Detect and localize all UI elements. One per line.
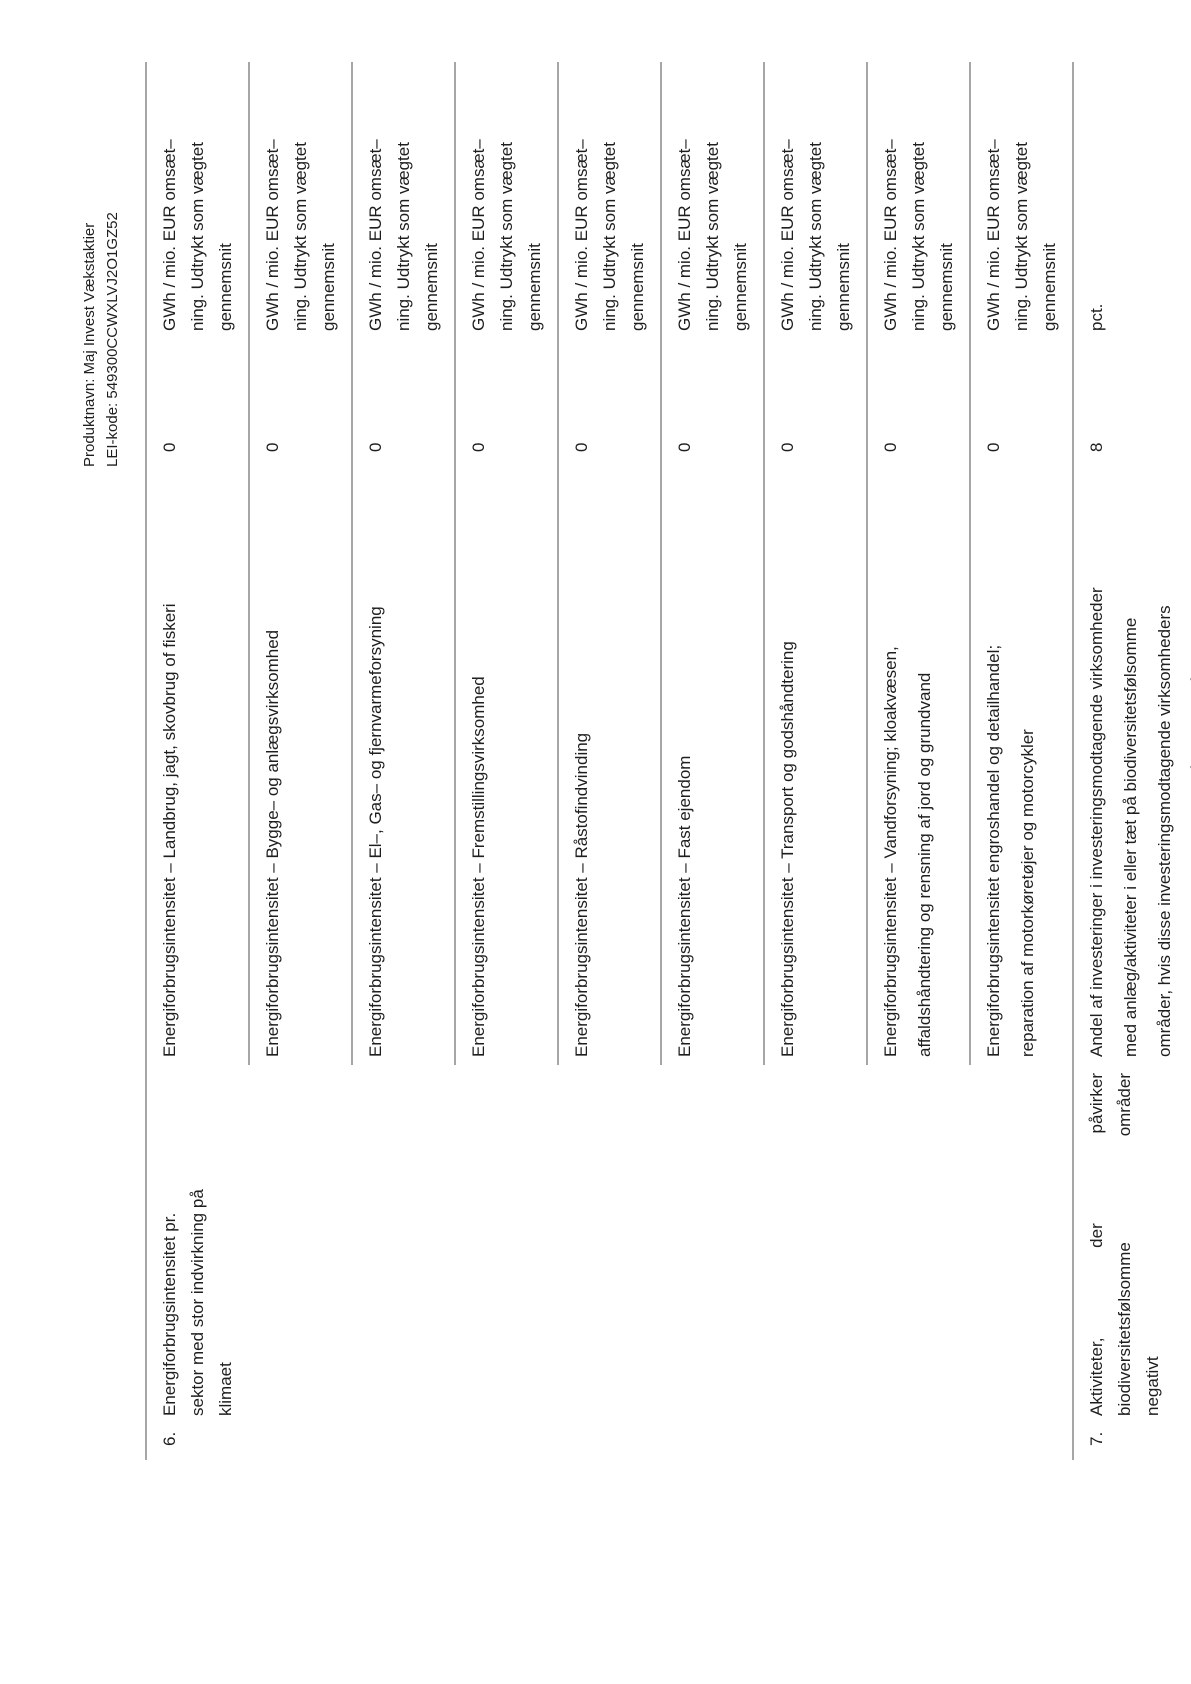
- text-line: affaldshåndtering og rensning af jord og…: [915, 672, 934, 1057]
- text-line: gennemsnit: [422, 243, 441, 331]
- metric-value: 0: [352, 339, 455, 460]
- text-line: ning. Udtrykt som vægtet: [1012, 142, 1031, 331]
- metric-unit: GWh / mio. EUR omsæt– ning. Udtrykt som v…: [455, 62, 558, 339]
- text-line: med anlæg/aktiviteter i eller tæt på bio…: [1121, 617, 1140, 1057]
- metric-description: Energiforbrugsintensitet – Fremstillings…: [455, 460, 558, 1065]
- text-line: Energiforbrugsintensitet engroshandel og…: [984, 644, 1003, 1057]
- text-line: GWh / mio. EUR omsæt–: [881, 139, 900, 331]
- text-line: GWh / mio. EUR omsæt–: [160, 139, 179, 331]
- text-line: gennemsnit: [628, 243, 647, 331]
- metric-unit: GWh / mio. EUR omsæt– ning. Udtrykt som v…: [249, 62, 352, 339]
- text-line: områder, hvis disse investeringsmodtagen…: [1155, 605, 1174, 1057]
- text-line: Energiforbrugsintensitet – Bygge– og anl…: [263, 629, 282, 1057]
- text-line: ning. Udtrykt som vægtet: [600, 142, 619, 331]
- text-line: reparation af motorkøretøjer og motorcyk…: [1018, 729, 1037, 1057]
- metric-value: 0: [558, 339, 661, 460]
- text-line: Energiforbrugsintensitet – Fremstillings…: [469, 676, 488, 1057]
- text-line: GWh / mio. EUR omsæt–: [263, 139, 282, 331]
- text-line: ning. Udtrykt som vægtet: [394, 142, 413, 331]
- text-line: Energiforbrugsintensitet pr.: [160, 1212, 179, 1416]
- metric-description: Energiforbrugsintensitet – Bygge– og anl…: [249, 460, 352, 1065]
- metric-value: 0: [249, 339, 352, 460]
- text-line: gennemsnit: [937, 243, 956, 331]
- metric-description: Andel af investeringer i investeringsmod…: [1073, 460, 1191, 1065]
- text-line: GWh / mio. EUR omsæt–: [366, 139, 385, 331]
- text-line: GWh / mio. EUR omsæt–: [778, 139, 797, 331]
- metric-value: 0: [146, 339, 249, 460]
- metric-description: Energiforbrugsintensitet – Landbrug, jag…: [146, 460, 249, 1065]
- text-line: Energiforbrugsintensitet – Fast ejendom: [675, 755, 694, 1057]
- metric-unit: GWh / mio. EUR omsæt– ning. Udtrykt som v…: [558, 62, 661, 339]
- metric-description: Energiforbrugsintensitet – Fast ejendom: [661, 460, 764, 1065]
- text-line: Energiforbrugsintensitet – El–, Gas– og …: [366, 606, 385, 1057]
- metric-unit: GWh / mio. EUR omsæt– ning. Udtrykt som v…: [146, 62, 249, 339]
- metric-value: 0: [661, 339, 764, 460]
- metric-value: 0: [455, 339, 558, 460]
- metric-value: 0: [764, 339, 867, 460]
- text-line: ning. Udtrykt som vægtet: [909, 142, 928, 331]
- text-line: gennemsnit: [1040, 243, 1059, 331]
- text-line: GWh / mio. EUR omsæt–: [469, 139, 488, 331]
- text-line: Energiforbrugsintensitet – Landbrug, jag…: [160, 603, 179, 1057]
- text-line: pct.: [1087, 303, 1106, 331]
- metric-value: 0: [970, 339, 1073, 460]
- text-line: gennemsnit: [525, 243, 544, 331]
- text-line: ning. Udtrykt som vægtet: [497, 142, 516, 331]
- text-line: gennemsnit: [834, 243, 853, 331]
- metric-unit: GWh / mio. EUR omsæt– ning. Udtrykt som v…: [661, 62, 764, 339]
- metric-description: Energiforbrugsintensitet – Transport og …: [764, 460, 867, 1065]
- metric-unit: pct.: [1073, 62, 1191, 339]
- text-line: ning. Udtrykt som vægtet: [291, 142, 310, 331]
- text-line: GWh / mio. EUR omsæt–: [572, 139, 591, 331]
- text-line: gennemsnit: [319, 243, 338, 331]
- product-name: Produktnavn: Maj Invest Vækstaktier: [81, 222, 98, 467]
- indicator-name: Energiforbrugsintensitet pr. sektor med s…: [146, 1065, 1073, 1424]
- indicator-table: 6. Energiforbrugsintensitet pr. sektor med…: [145, 62, 1191, 1460]
- text-line: aktiviteter har en negativ indvirkning p…: [1189, 649, 1191, 1057]
- text-line: Andel af investeringer i investeringsmod…: [1087, 587, 1106, 1057]
- text-line: biodiversitetsfølsomme områder: [1115, 1073, 1134, 1416]
- metric-description: Energiforbrugsintensitet – El–, Gas– og …: [352, 460, 455, 1065]
- metric-description: Energiforbrugsintensitet – Vandforsyning…: [867, 460, 970, 1065]
- text-line: Aktiviteter, der påvirker: [1087, 1073, 1106, 1416]
- metric-description: Energiforbrugsintensitet – Råstofindvind…: [558, 460, 661, 1065]
- text-line: ning. Udtrykt som vægtet: [806, 142, 825, 331]
- text-line: Energiforbrugsintensitet – Vandforsyning…: [881, 646, 900, 1057]
- text-line: gennemsnit: [731, 243, 750, 331]
- lei-code: LEI-kode: 549300CCWXLVJ2O1GZ52: [104, 212, 121, 467]
- text-line: klimaet: [216, 1362, 235, 1416]
- text-line: gennemsnit: [216, 243, 235, 331]
- page-header: Produktnavn: Maj Invest Vækstaktier LEI-…: [78, 212, 124, 467]
- text-line: GWh / mio. EUR omsæt–: [675, 139, 694, 331]
- indicator-name: Aktiviteter, der påvirker biodiversitetsf…: [1073, 1065, 1191, 1424]
- metric-unit: GWh / mio. EUR omsæt– ning. Udtrykt som v…: [970, 62, 1073, 339]
- metric-value: 8: [1073, 339, 1191, 460]
- text-line: Energiforbrugsintensitet – Råstofindvind…: [572, 732, 591, 1057]
- text-line: ning. Udtrykt som vægtet: [188, 142, 207, 331]
- table-row: 6. Energiforbrugsintensitet pr. sektor med…: [146, 62, 1073, 1460]
- table-row: 7. Aktiviteter, der påvirker biodiversitet…: [1073, 62, 1191, 1460]
- indicator-number: 6.: [146, 1424, 1073, 1460]
- metric-value: 0: [867, 339, 970, 460]
- metric-unit: GWh / mio. EUR omsæt– ning. Udtrykt som v…: [764, 62, 867, 339]
- text-line: GWh / mio. EUR omsæt–: [984, 139, 1003, 331]
- text-line: ning. Udtrykt som vægtet: [703, 142, 722, 331]
- indicator-number: 7.: [1073, 1424, 1191, 1460]
- text-line: Energiforbrugsintensitet – Transport og …: [778, 641, 797, 1057]
- metric-description: Energiforbrugsintensitet engroshandel og…: [970, 460, 1073, 1065]
- text-line: negativt: [1143, 1356, 1162, 1416]
- text-line: sektor med stor indvirkning på: [188, 1189, 207, 1416]
- metric-unit: GWh / mio. EUR omsæt– ning. Udtrykt som v…: [352, 62, 455, 339]
- metric-unit: GWh / mio. EUR omsæt– ning. Udtrykt som v…: [867, 62, 970, 339]
